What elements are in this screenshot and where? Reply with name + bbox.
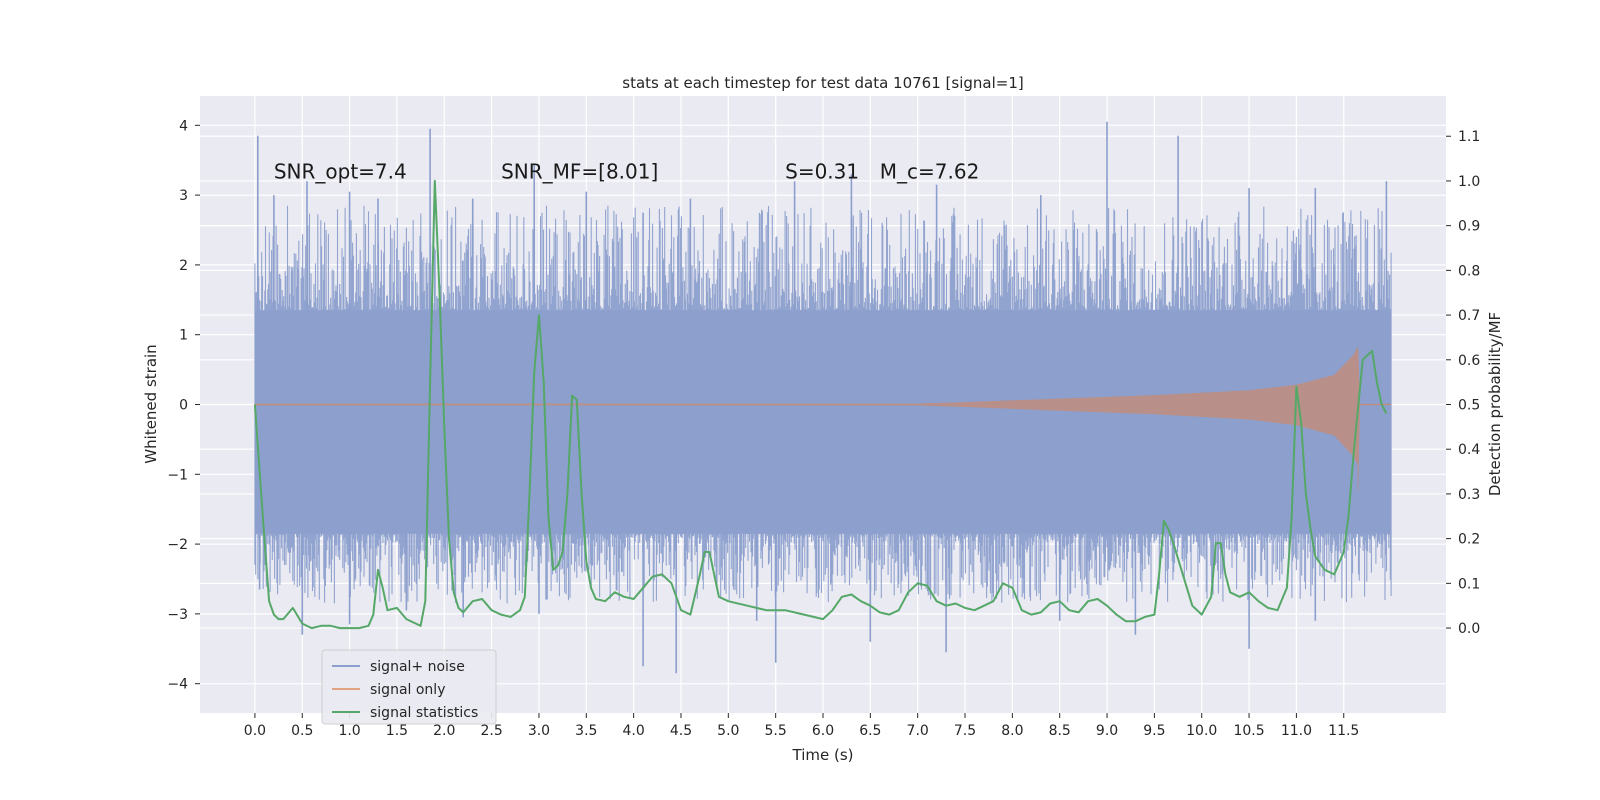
y2-tick-label: 0.9: [1458, 219, 1480, 235]
x-axis-label: Time (s): [792, 746, 854, 764]
x-tick-label: 5.5: [765, 723, 787, 739]
y2-tick-label: 0.4: [1458, 442, 1480, 458]
y2-axis-label: Detection probability/MF: [1486, 312, 1504, 496]
x-tick-label: 11.0: [1281, 723, 1312, 739]
legend-box: [321, 649, 497, 725]
y2-tick-label: 0.1: [1458, 576, 1480, 592]
y-tick-label: −1: [167, 467, 188, 483]
y-tick-label: 0: [179, 398, 188, 414]
legend-label-2: signal statistics: [370, 705, 478, 721]
x-tick-label: 9.0: [1096, 723, 1118, 739]
chart-title: stats at each timestep for test data 107…: [622, 74, 1023, 92]
x-tick-label: 6.0: [812, 723, 834, 739]
x-tick-label: 10.5: [1233, 723, 1264, 739]
signal-only-layer: [254, 346, 1392, 492]
y2-tick-label: 0.8: [1458, 263, 1480, 279]
y-tick-label: 3: [179, 188, 188, 204]
x-tick-label: 4.5: [670, 723, 692, 739]
annotation-0: SNR_opt=7.4: [274, 160, 407, 184]
legend: signal+ noise signal only signal statistic…: [321, 649, 497, 725]
axes: 0.0 0.5 1.0 1.5 2.0 2.5 3.0 3.5 4.0 4.5 5.0 5.5 6.0 6…: [167, 118, 1480, 739]
y2-tick-label: 0.7: [1458, 308, 1480, 324]
x-tick-label: 5.0: [717, 723, 739, 739]
x-tick-label: 3.5: [575, 723, 597, 739]
x-tick-label: 9.5: [1143, 723, 1165, 739]
x-tick-label: 1.5: [386, 723, 408, 739]
signal-statistics-layer: [253, 179, 1388, 630]
x-tick-label: 6.5: [859, 723, 881, 739]
y-axis-label: Whitened strain: [142, 344, 160, 463]
noise-peaks: [257, 121, 1388, 674]
legend-label-0: signal+ noise: [370, 659, 465, 675]
annotation-3: M_c=7.62: [880, 160, 980, 184]
statistics-line: [253, 179, 1388, 630]
x-tick-label: 7.5: [954, 723, 976, 739]
y-tick-label: 4: [179, 118, 188, 134]
x-tick-label: 11.5: [1328, 723, 1359, 739]
x-tick-label: 7.0: [907, 723, 929, 739]
y-tick-label: −2: [167, 537, 188, 553]
y-tick-label: 2: [179, 258, 188, 274]
y-tick-label: 1: [179, 328, 188, 344]
x-tick-label: 4.0: [623, 723, 645, 739]
x-tick-label: 2.0: [433, 723, 455, 739]
y2-tick-label: 1.1: [1458, 129, 1480, 145]
y2-tick-label: 1.0: [1458, 174, 1480, 190]
annotation-1: SNR_MF=[8.01]: [501, 160, 658, 184]
legend-label-1: signal only: [370, 682, 445, 698]
annotation-2: S=0.31: [785, 160, 859, 184]
x-tick-label: 0.0: [244, 723, 266, 739]
x-tick-label: 8.0: [1001, 723, 1023, 739]
y2-tick-label: 0.2: [1458, 532, 1480, 548]
annotations: SNR_opt=7.4 SNR_MF=[8.01] S=0.31 M_c=7.62: [274, 160, 980, 184]
signal-envelope: [254, 346, 1361, 492]
x-tick-label: 8.5: [1049, 723, 1071, 739]
x-tick-label: 3.0: [528, 723, 550, 739]
y2-tick-label: 0.6: [1458, 353, 1480, 369]
y2-tick-label: 0.3: [1458, 487, 1480, 503]
x-tick-label: 10.0: [1186, 723, 1217, 739]
y2-tick-label: 0.5: [1458, 398, 1480, 414]
y-tick-label: −3: [167, 607, 188, 623]
x-tick-label: 0.5: [291, 723, 313, 739]
x-tick-label: 2.5: [480, 723, 502, 739]
x-tick-label: 1.0: [338, 723, 360, 739]
y2-tick-label: 0.0: [1458, 621, 1480, 637]
y-tick-label: −4: [167, 677, 188, 693]
